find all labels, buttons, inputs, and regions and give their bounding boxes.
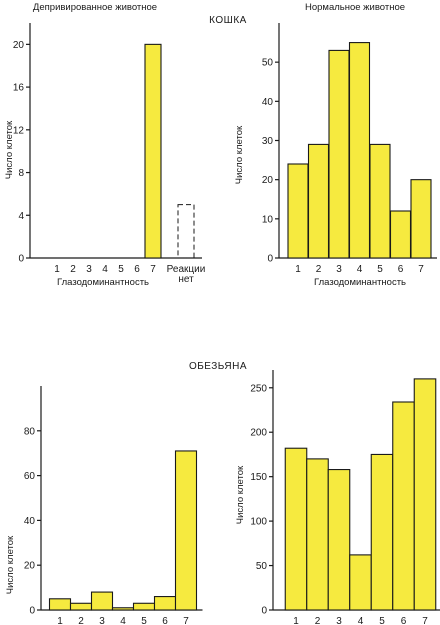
bar-4	[111, 607, 135, 611]
x-axis-label: Глазодоминантность	[57, 277, 149, 288]
y-tick-label: 40	[24, 516, 36, 527]
bar-7	[413, 378, 437, 611]
chart-title: Депривированное животное	[33, 2, 157, 13]
x-tick-label: 4	[120, 616, 126, 625]
x-tick-label: 2	[78, 616, 84, 625]
x-tick-label: 3	[86, 264, 92, 275]
y-axis-label: Число клеток	[5, 535, 16, 594]
x-tick-label: 3	[336, 616, 342, 625]
y-tick-label: 0	[18, 254, 24, 265]
y-tick-label: 100	[250, 517, 267, 528]
x-tick-label: 1	[293, 616, 299, 625]
x-tick-label: 2	[70, 264, 76, 275]
x-tick-label: 5	[118, 264, 124, 275]
x-tick-label: 5	[141, 616, 147, 625]
bar-5	[370, 453, 394, 611]
y-tick-label: 40	[262, 97, 274, 108]
x-tick-label: 1	[295, 264, 301, 275]
y-tick-label: 30	[262, 136, 274, 147]
bar-7	[144, 43, 162, 259]
y-tick-label: 80	[24, 426, 36, 437]
y-axis-label: Число клеток	[235, 465, 246, 524]
y-tick-label: 0	[267, 254, 273, 265]
x-tick-label: 4	[357, 264, 363, 275]
x-axis-label: Глазодоминантность	[314, 277, 406, 288]
x-tick-label: 6	[398, 264, 404, 275]
y-tick-label: 8	[18, 168, 24, 179]
chart-monkey-deprived: 0 20 40 60 80 1 2 3 4 5 6 7 Число клеток	[5, 386, 203, 625]
x-tick-label: 2	[315, 616, 321, 625]
y-tick-label: 4	[18, 211, 24, 222]
bar-3	[327, 469, 351, 611]
bar-5	[369, 143, 391, 259]
x-tick-label: 7	[183, 616, 189, 625]
x-tick-label: 7	[422, 616, 428, 625]
y-tick-label: 0	[29, 606, 35, 617]
x-tick-label-no-response: Реакции	[167, 264, 206, 275]
x-tick-label: 6	[401, 616, 407, 625]
x-tick-label: 1	[54, 264, 60, 275]
x-tick-label: 7	[418, 264, 424, 275]
bar-2	[69, 602, 93, 611]
bar-3	[328, 49, 350, 259]
y-tick-label: 150	[250, 472, 267, 483]
x-tick-label: 6	[134, 264, 140, 275]
y-tick-label: 250	[250, 383, 267, 394]
y-tick-label: 16	[13, 83, 25, 94]
y-tick-label: 10	[262, 214, 274, 225]
y-tick-label: 200	[250, 428, 267, 439]
bar-5	[132, 602, 156, 611]
x-tick-label-no-response: нет	[178, 274, 194, 285]
bar-no-response	[177, 204, 195, 259]
y-tick-label: 20	[262, 175, 274, 186]
y-tick-label: 20	[24, 561, 36, 572]
monkey-section-label: ОБЕЗЬЯНА	[189, 361, 247, 372]
bar-4	[348, 42, 371, 259]
x-tick-label: 4	[358, 616, 364, 625]
bar-7	[174, 450, 198, 611]
bar-6	[392, 401, 415, 611]
x-tick-label: 4	[102, 264, 108, 275]
y-axis-label: Число клеток	[234, 125, 245, 184]
chart-monkey-normal: 0 50 100 150 200 250 1 2 3 4 5 6 7 Число клеток	[235, 370, 440, 625]
y-tick-label: 50	[262, 58, 274, 69]
y-tick-label: 60	[24, 471, 36, 482]
bar-2	[306, 458, 329, 611]
chart-cat-normal: 0 10 20 30 40 50 1 2 3 4 5 6 7 Число клеток Нормальное…	[234, 2, 437, 288]
bar-1	[287, 163, 309, 259]
bar-1	[48, 598, 72, 611]
y-tick-label: 12	[13, 125, 25, 136]
x-tick-label: 5	[377, 264, 383, 275]
y-tick-label: 50	[256, 561, 268, 572]
bar-6	[389, 210, 412, 259]
x-tick-label: 3	[336, 264, 342, 275]
x-tick-label: 2	[316, 264, 322, 275]
x-tick-label: 3	[99, 616, 105, 625]
y-tick-label: 0	[261, 606, 267, 617]
x-tick-label: 5	[379, 616, 385, 625]
y-axis-label: Число клеток	[4, 120, 15, 179]
bar-4	[349, 554, 372, 611]
y-tick-label: 20	[13, 40, 25, 51]
cat-section-label: КОШКА	[209, 15, 247, 26]
bar-2	[307, 143, 330, 259]
x-tick-label: 7	[150, 264, 156, 275]
bar-6	[153, 596, 177, 611]
bar-3	[90, 591, 114, 611]
chart-title: Нормальное животное	[305, 2, 405, 13]
bar-7	[410, 179, 432, 259]
x-tick-label: 1	[57, 616, 63, 625]
x-tick-label: 6	[162, 616, 168, 625]
bar-1	[284, 447, 308, 611]
